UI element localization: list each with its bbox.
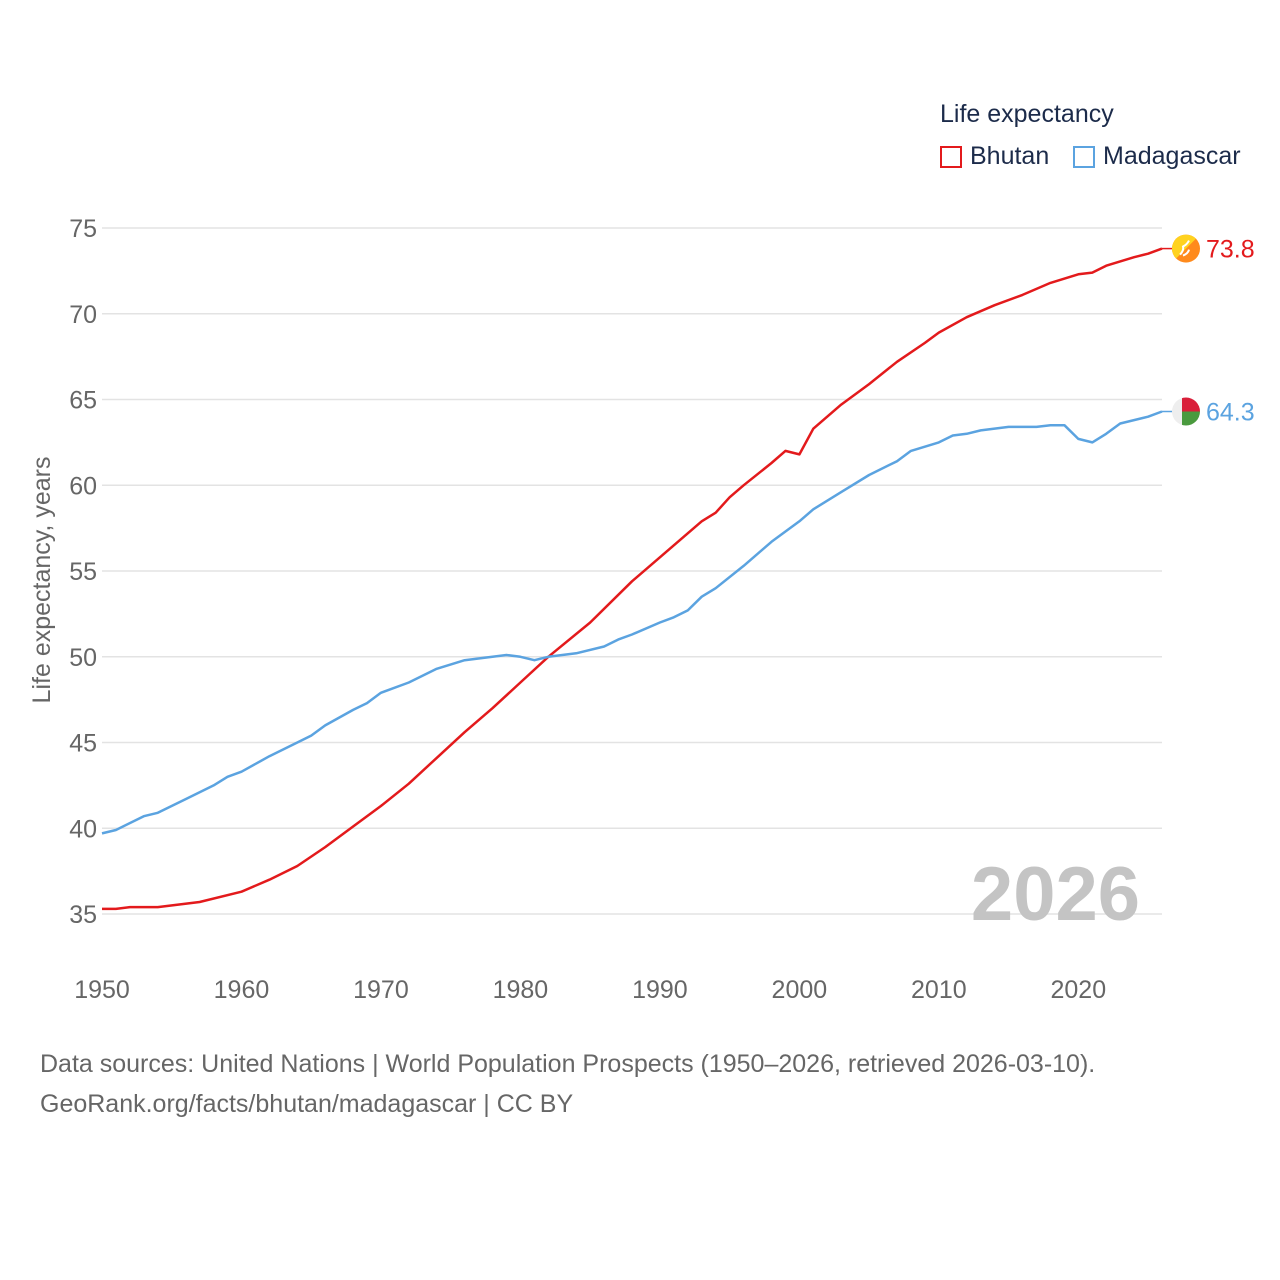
- source-line-1: Data sources: United Nations | World Pop…: [40, 1050, 1096, 1078]
- x-tick-label: 2010: [911, 976, 967, 1004]
- series-line-madagascar[interactable]: [101, 410, 1163, 835]
- x-tick-label: 1970: [353, 976, 409, 1004]
- x-tick-label: 2000: [772, 976, 828, 1004]
- y-tick-label: 35: [69, 901, 97, 929]
- y-tick-label: 45: [69, 730, 97, 758]
- y-tick-label: 70: [69, 301, 97, 329]
- x-tick-label: 2020: [1051, 976, 1107, 1004]
- series-line-bhutan[interactable]: [102, 247, 1163, 911]
- legend-title: Life expectancy: [940, 100, 1114, 128]
- bhutan-flag-icon: [1172, 234, 1200, 263]
- x-axis-ticks: 1950 1960 1970 1980 1990 2000 2010 2020: [74, 976, 1106, 1004]
- x-tick-label: 1960: [214, 976, 270, 1004]
- source-line-2[interactable]: GeoRank.org/facts/bhutan/madagascar | CC…: [40, 1090, 574, 1118]
- end-value-label-bhutan: 73.8: [1206, 236, 1255, 264]
- series-lines: [101, 247, 1163, 911]
- x-tick-label: 1950: [74, 976, 130, 1004]
- x-tick-label: 1980: [493, 976, 549, 1004]
- y-axis-ticks: 35 40 45 50 55 60 65 70 75: [69, 215, 97, 929]
- legend-item-bhutan[interactable]: Bhutan: [940, 142, 1049, 171]
- series-end-markers: 73.8 64.3: [1162, 234, 1255, 427]
- legend-swatch-bhutan: [940, 145, 962, 168]
- legend-swatch-madagascar: [1073, 145, 1095, 168]
- end-value-label-madagascar: 64.3: [1206, 399, 1255, 427]
- madagascar-flag-icon: [1172, 397, 1200, 426]
- legend-label-bhutan: Bhutan: [970, 142, 1050, 170]
- y-tick-label: 75: [69, 215, 97, 243]
- x-tick-label: 1990: [632, 976, 688, 1004]
- y-tick-label: 40: [69, 815, 97, 843]
- legend-item-madagascar[interactable]: Madagascar: [1073, 142, 1241, 171]
- y-tick-label: 55: [69, 558, 97, 586]
- year-label: 2026: [971, 852, 1140, 937]
- data-source-note: Data sources: United Nations | World Pop…: [40, 1044, 1095, 1124]
- grid-lines: [102, 227, 1162, 915]
- y-tick-label: 60: [69, 472, 97, 500]
- y-tick-label: 65: [69, 387, 97, 415]
- y-tick-label: 50: [69, 644, 97, 672]
- y-axis-label: Life expectancy, years: [28, 457, 56, 704]
- legend-label-madagascar: Madagascar: [1103, 142, 1241, 170]
